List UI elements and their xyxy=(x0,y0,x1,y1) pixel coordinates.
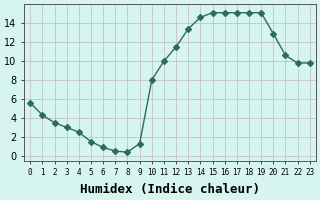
X-axis label: Humidex (Indice chaleur): Humidex (Indice chaleur) xyxy=(80,183,260,196)
